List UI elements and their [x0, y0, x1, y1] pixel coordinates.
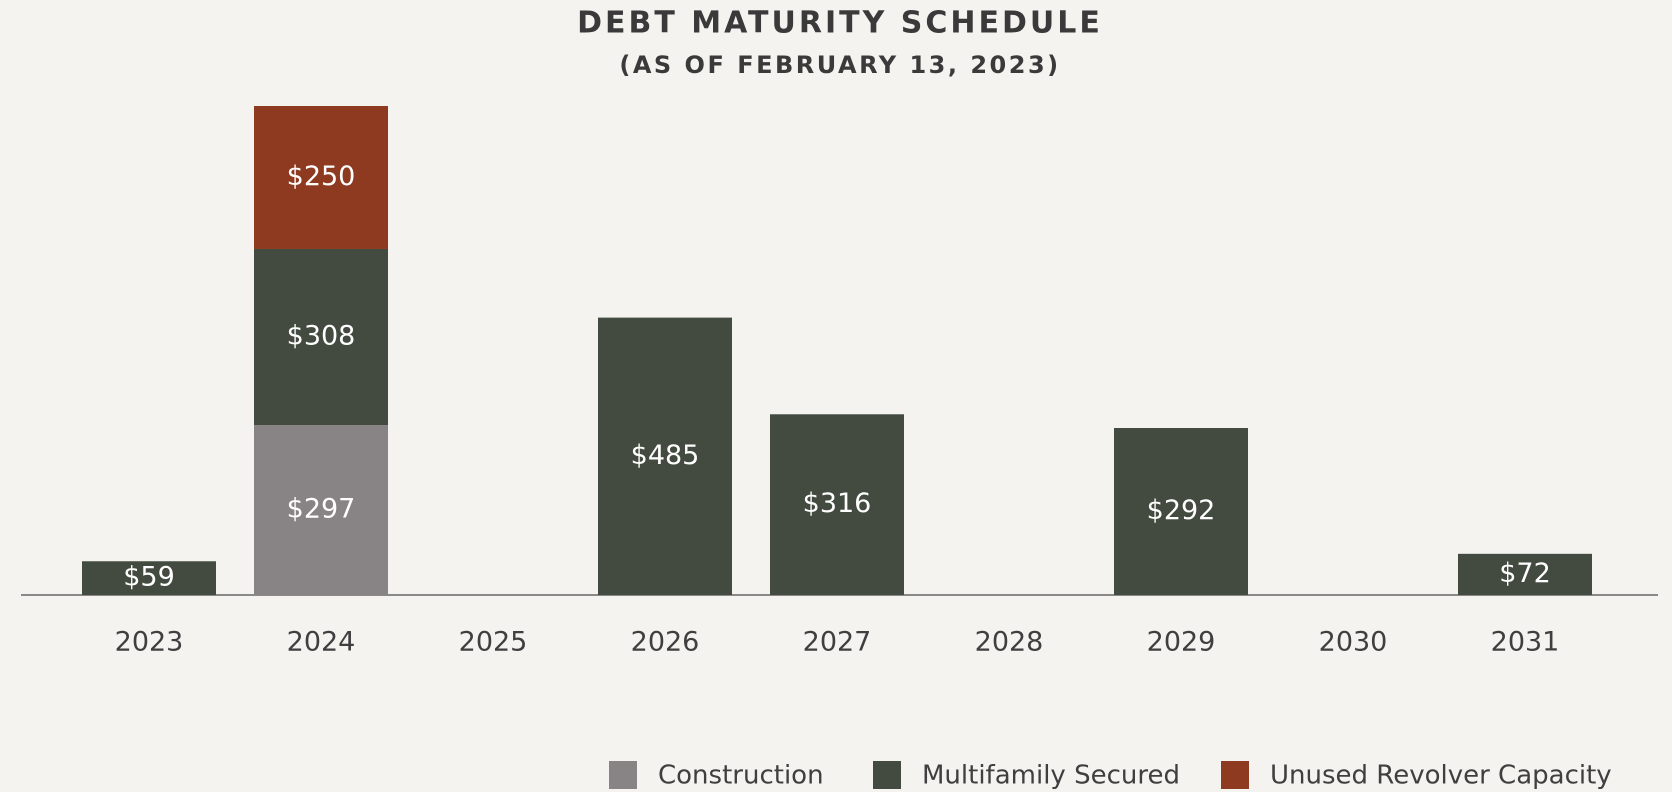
x-tick-label: 2027 [803, 627, 872, 658]
bar-segment [254, 248, 388, 426]
x-tick-label: 2026 [631, 627, 700, 658]
legend-label: Multifamily Secured [922, 761, 1180, 791]
value-label: $308 [287, 321, 356, 352]
legend-swatch [609, 761, 637, 789]
x-tick-label: 2025 [459, 627, 528, 658]
value-label: $485 [631, 440, 700, 471]
legend-swatch [1221, 761, 1249, 789]
bar-segment [770, 414, 904, 595]
bar-segment [598, 317, 732, 595]
x-tick-label: 2028 [975, 627, 1044, 658]
legend-swatch [873, 761, 901, 789]
value-label: $72 [1499, 558, 1551, 589]
chart-title: DEBT MATURITY SCHEDULE [577, 6, 1103, 41]
value-label: $59 [123, 562, 175, 593]
value-label: $250 [287, 161, 356, 192]
legend-label: Unused Revolver Capacity [1270, 761, 1612, 791]
bar-segment [82, 561, 216, 595]
chart-subtitle: (AS OF FEBRUARY 13, 2023) [619, 51, 1060, 79]
value-label: $297 [287, 494, 356, 525]
bar-segment [1458, 553, 1592, 595]
x-tick-label: 2029 [1147, 627, 1216, 658]
bar-segment [254, 106, 388, 249]
bar-segment [1114, 427, 1248, 595]
legend-label: Construction [658, 761, 824, 791]
x-tick-label: 2030 [1319, 627, 1388, 658]
value-label: $316 [803, 488, 872, 519]
x-tick-label: 2024 [287, 627, 356, 658]
x-tick-label: 2023 [115, 627, 184, 658]
x-tick-label: 2031 [1491, 627, 1560, 658]
value-label: $292 [1147, 495, 1216, 526]
bar-segment [254, 425, 388, 595]
